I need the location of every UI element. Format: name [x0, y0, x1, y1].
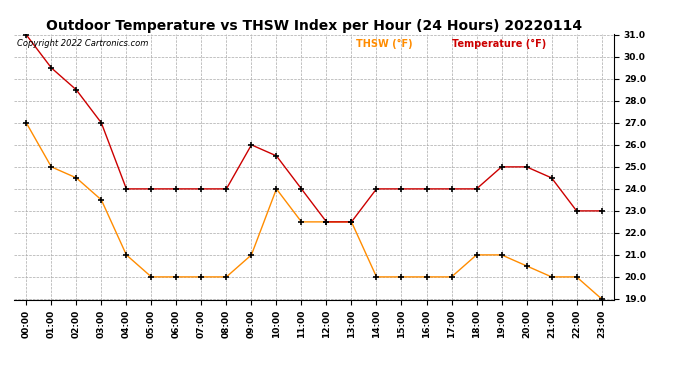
Text: Temperature (°F): Temperature (°F) [452, 39, 546, 49]
Title: Outdoor Temperature vs THSW Index per Hour (24 Hours) 20220114: Outdoor Temperature vs THSW Index per Ho… [46, 19, 582, 33]
Text: THSW (°F): THSW (°F) [356, 39, 413, 49]
Text: Copyright 2022 Cartronics.com: Copyright 2022 Cartronics.com [17, 39, 148, 48]
